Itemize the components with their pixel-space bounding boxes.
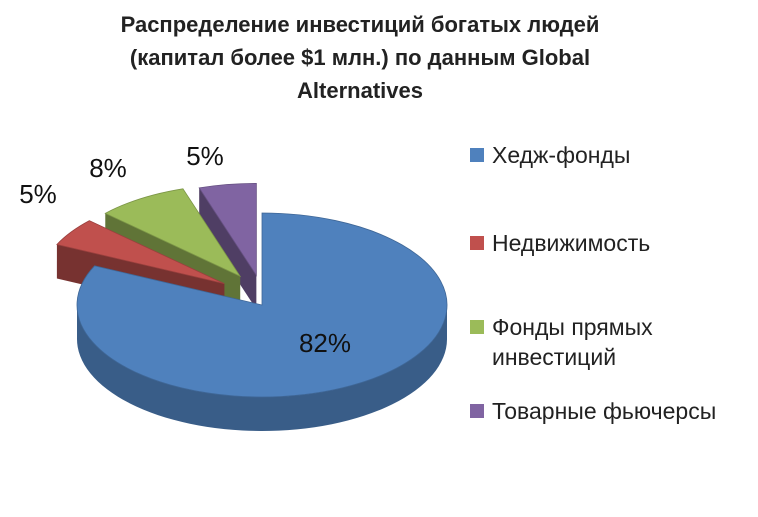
pie-slice-side	[199, 187, 257, 310]
data-label-2: 8%	[89, 153, 127, 183]
legend-label-line: Товарные фьючерсы	[492, 398, 717, 424]
chart-title-line-3: Alternatives	[297, 78, 423, 103]
pie-slice-top	[198, 182, 257, 277]
pie-slice-rim	[77, 304, 447, 431]
pie-slice-top	[76, 212, 448, 398]
legend-item-hedge-funds: Хедж-фонды	[470, 140, 630, 170]
pie-slice-top	[104, 188, 242, 278]
pie-slice-top	[56, 220, 225, 285]
legend-label-line: Фонды прямых	[492, 314, 653, 340]
legend-label-line: Хедж-фонды	[492, 142, 631, 168]
data-label-1: 5%	[19, 179, 57, 209]
legend-label-private-equity: Фонды прямых инвестиций	[492, 312, 653, 372]
data-label-0: 82%	[299, 328, 351, 358]
data-label-3: 5%	[186, 141, 224, 171]
legend-label-line: Недвижимость	[492, 230, 651, 256]
legend-swatch-private-equity	[470, 320, 484, 334]
pie-slice-0	[76, 212, 448, 431]
chart-title-line-2: (капитал более $1 млн.) по данным Global	[129, 45, 591, 70]
legend-swatch-hedge-funds	[470, 148, 484, 162]
legend-label-hedge-funds: Хедж-фонды	[492, 140, 630, 170]
legend-label-line: инвестиций	[492, 344, 617, 370]
pie-slices	[56, 182, 448, 431]
legend-label-commodity-futures: Товарные фьючерсы	[492, 396, 716, 426]
legend-label-real-estate: Недвижимость	[492, 228, 650, 258]
legend-swatch-commodity-futures	[470, 404, 484, 418]
chart-title: Распределение инвестиций богатых людей (…	[40, 8, 680, 107]
legend-swatch-real-estate	[470, 236, 484, 250]
legend-item-commodity-futures: Товарные фьючерсы	[470, 396, 716, 426]
chart-title-line-1: Распределение инвестиций богатых людей	[120, 12, 600, 37]
legend-item-real-estate: Недвижимость	[470, 228, 650, 258]
legend-item-private-equity: Фонды прямых инвестиций	[470, 312, 653, 372]
pie-slice-3	[198, 182, 257, 310]
